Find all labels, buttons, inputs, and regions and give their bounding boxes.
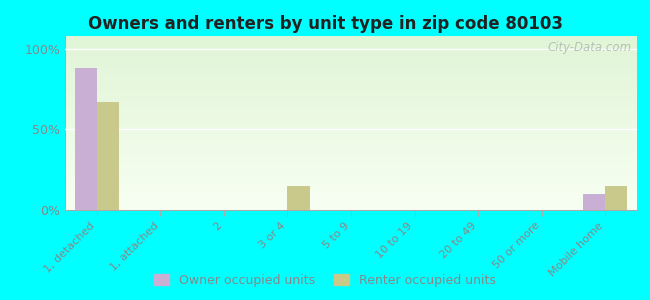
Bar <box>97 102 119 210</box>
Bar <box>583 194 605 210</box>
Bar <box>605 186 627 210</box>
Bar <box>287 186 309 210</box>
Text: City-Data.com: City-Data.com <box>547 41 631 54</box>
Text: Owners and renters by unit type in zip code 80103: Owners and renters by unit type in zip c… <box>88 15 562 33</box>
Bar <box>75 68 97 210</box>
Legend: Owner occupied units, Renter occupied units: Owner occupied units, Renter occupied un… <box>150 270 500 291</box>
